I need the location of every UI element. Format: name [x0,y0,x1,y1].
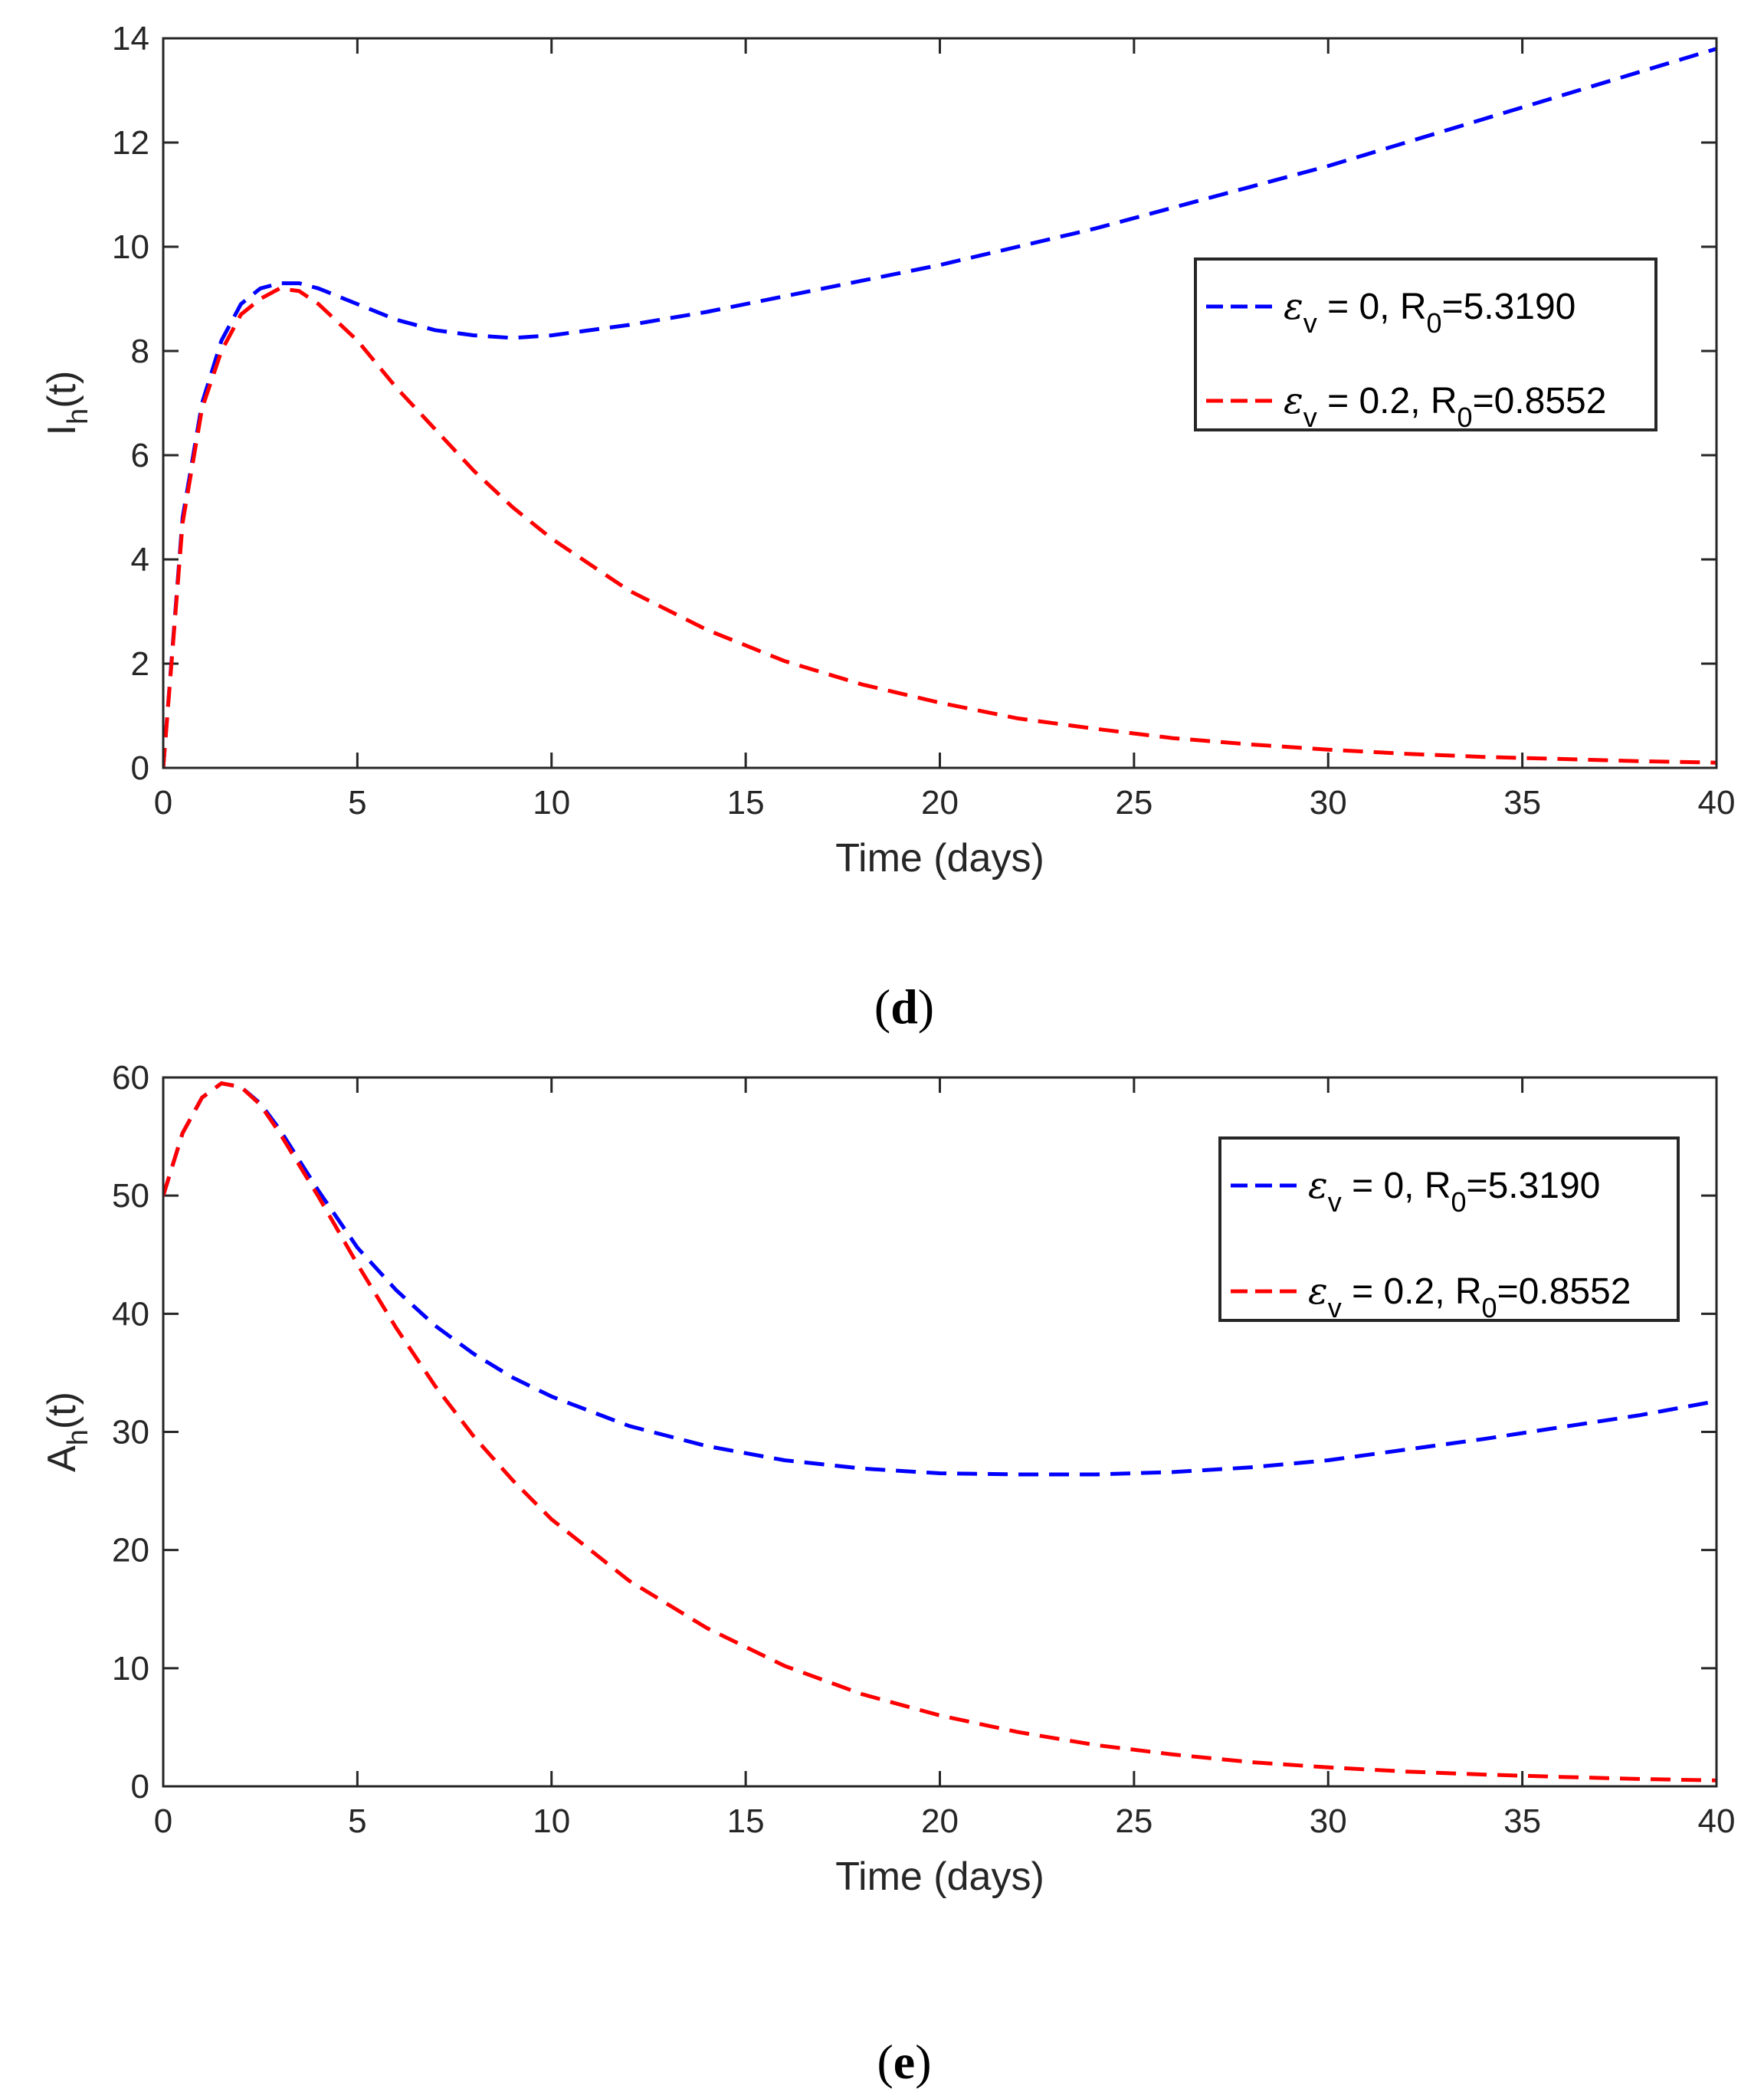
panel-e-y-tick-label: 20 [112,1532,149,1569]
panel-d-x-tick-label: 25 [1115,784,1153,822]
panel-d-x-tick-label: 5 [348,784,366,822]
panel-d-x-tick-label: 0 [154,784,172,822]
panel-d-chart: 0 5 10 15 20 25 30 35 40 0 2 4 6 8 10 12 14 Time (days) Ih… [40,20,1735,1034]
panel-d-y-tick-label: 10 [112,228,149,266]
panel-d-x-tick-label: 20 [921,784,959,822]
panel-d-y-tick-label: 0 [131,749,149,787]
panel-e-legend-label-2: εv = 0.2, R0=0.8552 [1308,1270,1631,1323]
panel-e-x-tick-label: 40 [1698,1802,1736,1840]
panel-d-y-tick-label: 2 [131,645,149,683]
panel-d-x-tick-label: 35 [1503,784,1541,822]
panel-e-y-tick-label: 0 [131,1768,149,1805]
panel-d-x-tick-label: 15 [727,784,765,822]
panel-e-y-axis-title: Ah(t) [40,1392,94,1472]
panel-d-axes-box [162,37,1718,769]
panel-e-y-tick-label: 40 [112,1295,149,1333]
panel-d-x-tick-label: 40 [1698,784,1736,822]
panel-e-x-tick-label: 35 [1503,1802,1541,1840]
panel-d-x-tick-label: 10 [533,784,570,822]
panel-e-y-tick-label: 60 [112,1059,149,1097]
panel-e-legend-label-1: εv = 0, R0=5.3190 [1308,1164,1600,1218]
panel-e-x-axis-title: Time (days) [835,1855,1044,1899]
panel-d-x-axis-title: Time (days) [835,836,1044,881]
panel-e-x-tick-label: 15 [727,1802,765,1840]
panel-d-y-axis-title: Ih(t) [40,371,94,436]
panel-d-legend-box [1194,257,1657,431]
panel-d-series-eps-0-line [163,47,1716,768]
panel-e-x-tick-label: 30 [1310,1802,1347,1840]
panel-e-chart: 0 5 10 15 20 25 30 35 40 0 10 20 30 40 50 60 Time (days)… [40,1059,1735,2089]
panel-e-y-tick-label: 30 [112,1414,149,1451]
panel-e-x-tick-label: 25 [1115,1802,1153,1840]
panel-d-caption: (d) [874,979,934,1034]
panel-d-y-tick-label: 14 [112,20,149,57]
panel-d-x-tick-label: 30 [1310,784,1347,822]
panel-e-axes-box [162,1076,1718,1788]
panel-d-y-tick-label: 12 [112,124,149,162]
panel-d-y-tick-label: 8 [131,333,149,370]
panel-e-series-eps-0-2-line [163,1081,1716,1783]
panel-e-x-tick-label: 10 [533,1802,570,1840]
panel-e-y-tick-label: 50 [112,1177,149,1215]
panel-e-x-tick-label: 0 [154,1802,172,1840]
panel-d-series-eps-0-2-line [163,286,1716,768]
panel-e-y-tick-label: 10 [112,1650,149,1687]
panel-e-caption: (e) [877,2035,931,2089]
panel-d-legend-label-1: εv = 0, R0=5.3190 [1284,285,1575,339]
panel-d-y-tick-label: 4 [131,541,149,579]
panel-d-legend-label-2: εv = 0.2, R0=0.8552 [1284,379,1606,433]
panel-e-x-tick-label: 5 [348,1802,366,1840]
panel-e-x-tick-label: 20 [921,1802,959,1840]
panel-d-y-tick-label: 6 [131,437,149,474]
